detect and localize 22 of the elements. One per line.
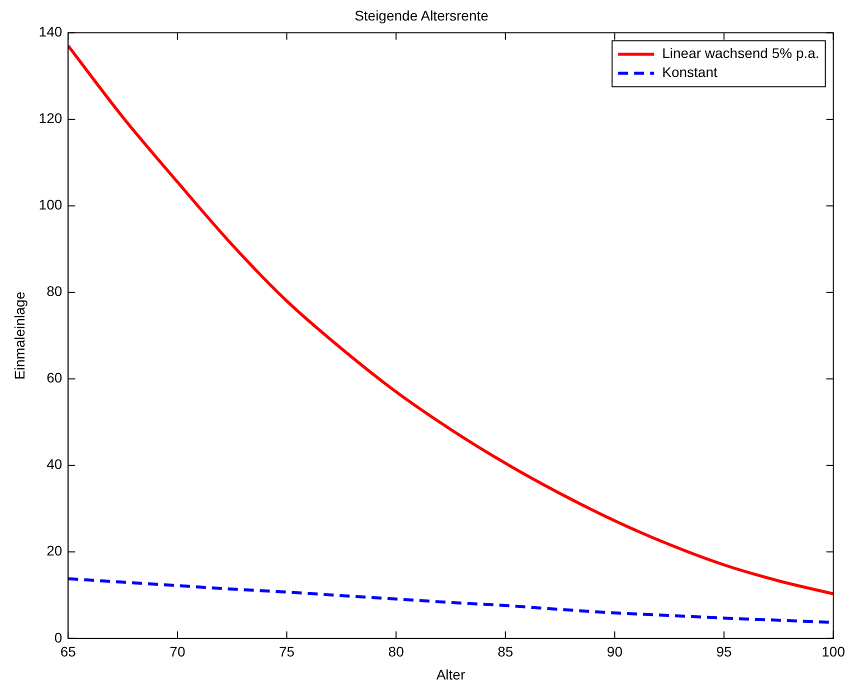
y-tick-label: 120 (38, 110, 62, 126)
x-tick-label: 85 (498, 644, 514, 660)
y-tick-label: 20 (46, 542, 62, 559)
y-tick-label: 60 (46, 370, 62, 386)
y-tick-label: 80 (46, 283, 62, 300)
y-tick-label: 100 (38, 196, 62, 213)
y-tick-label: 40 (46, 456, 62, 472)
x-tick-label: 70 (170, 644, 186, 660)
legend-label: Konstant (662, 64, 718, 80)
x-axis-title: Alter (436, 666, 466, 682)
x-tick-label: 95 (716, 644, 732, 660)
legend-label: Linear wachsend 5% p.a. (662, 45, 820, 62)
y-tick-label: 140 (38, 24, 62, 40)
y-tick-label: 0 (54, 629, 62, 646)
y-axis-title: Einmaleinlage (11, 291, 28, 380)
line-series (68, 44, 834, 596)
x-tick-label: 75 (278, 644, 295, 660)
x-tick-label: 90 (606, 644, 623, 660)
x-tick-label: 65 (60, 644, 76, 660)
chart-title: Steigende Altersrente (354, 7, 489, 24)
x-tick-label: 80 (388, 644, 404, 660)
x-tick-label: 100 (822, 644, 846, 660)
